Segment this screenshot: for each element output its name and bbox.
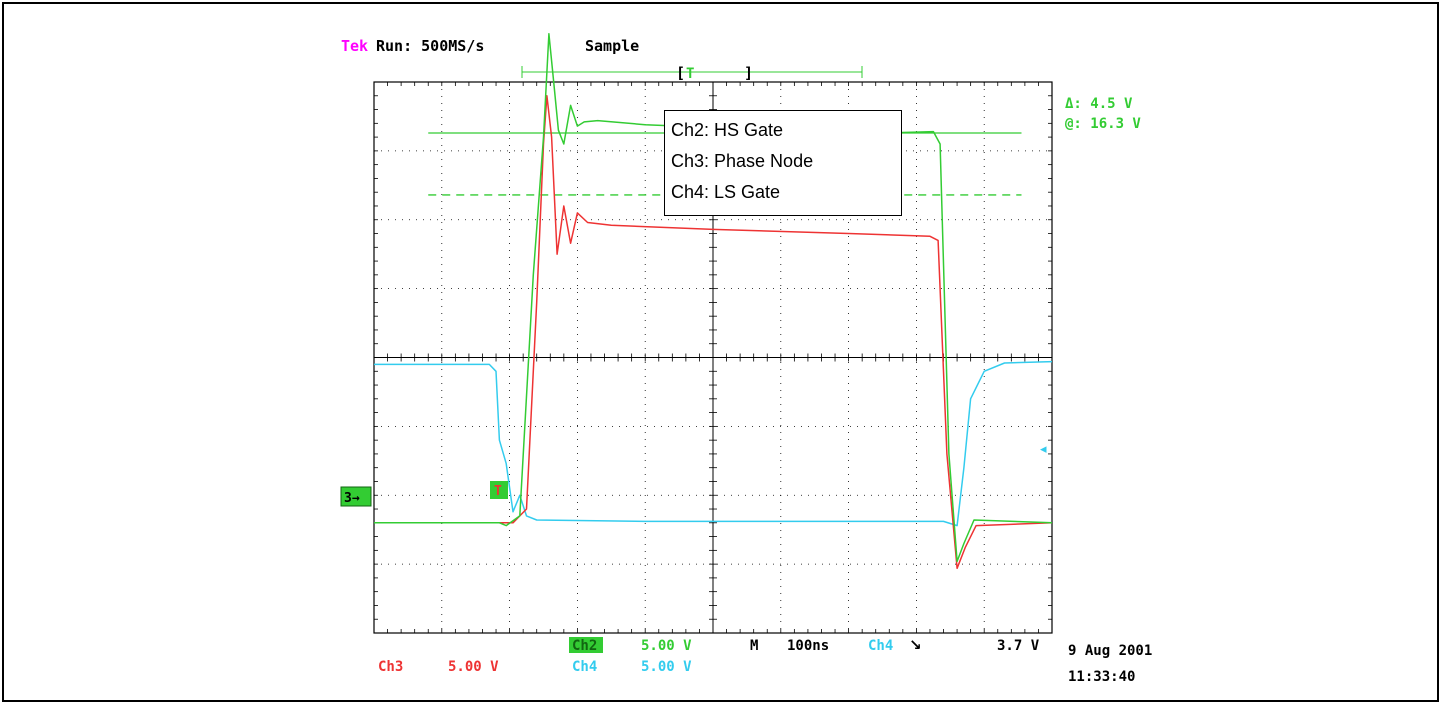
trigger-point-label: T	[494, 484, 502, 499]
ch2-label: Ch2	[572, 638, 597, 654]
cursor-delta-readout: Δ: 4.5 V	[1065, 96, 1133, 112]
graticule	[373, 81, 1053, 634]
trigger-point-marker: T	[490, 481, 508, 499]
capture-date: 9 Aug 2001	[1068, 643, 1152, 659]
timebase-label: M	[750, 638, 758, 654]
capture-time: 11:33:40	[1068, 669, 1135, 685]
ch2-trace	[374, 33, 1053, 563]
ground-reference-marker: 3→	[340, 486, 372, 507]
record-view-bracket: [ T ]	[521, 64, 863, 82]
cursor-at-readout: @: 16.3 V	[1065, 116, 1141, 132]
traces	[374, 33, 1053, 570]
ground-reference-label: 3→	[344, 491, 360, 506]
legend-item-ch2: Ch2: HS Gate	[671, 120, 784, 140]
legend-item-ch4: Ch4: LS Gate	[671, 182, 781, 202]
trigger-slope-icon: ↘	[909, 636, 922, 654]
ch3-label: Ch3	[378, 659, 403, 675]
bracket-trigger-marker: T	[686, 66, 694, 82]
ch4-scale: 5.00 V	[641, 659, 692, 675]
timebase-value: 100ns	[787, 638, 829, 654]
ch2-label-box	[569, 637, 603, 653]
trigger-source: Ch4	[868, 638, 893, 654]
bracket-left: [	[676, 64, 685, 82]
ch4-label: Ch4	[572, 659, 597, 675]
bracket-right: ]	[744, 64, 753, 82]
run-rate-label: Run: 500MS/s	[376, 37, 484, 55]
tek-brand: Tek	[341, 37, 368, 55]
channel-legend: Ch2: HS Gate Ch3: Phase Node Ch4: LS Gat…	[664, 110, 902, 216]
ch4-reference-marker: ◂	[1040, 442, 1047, 457]
legend-item-ch3: Ch3: Phase Node	[671, 151, 814, 171]
ch3-trace	[374, 95, 1053, 570]
acquisition-mode: Sample	[585, 37, 639, 55]
ch4-trace	[374, 360, 1053, 527]
trigger-level: 3.7 V	[997, 638, 1040, 654]
ch3-scale: 5.00 V	[448, 659, 499, 675]
ch2-scale: 5.00 V	[641, 638, 692, 654]
